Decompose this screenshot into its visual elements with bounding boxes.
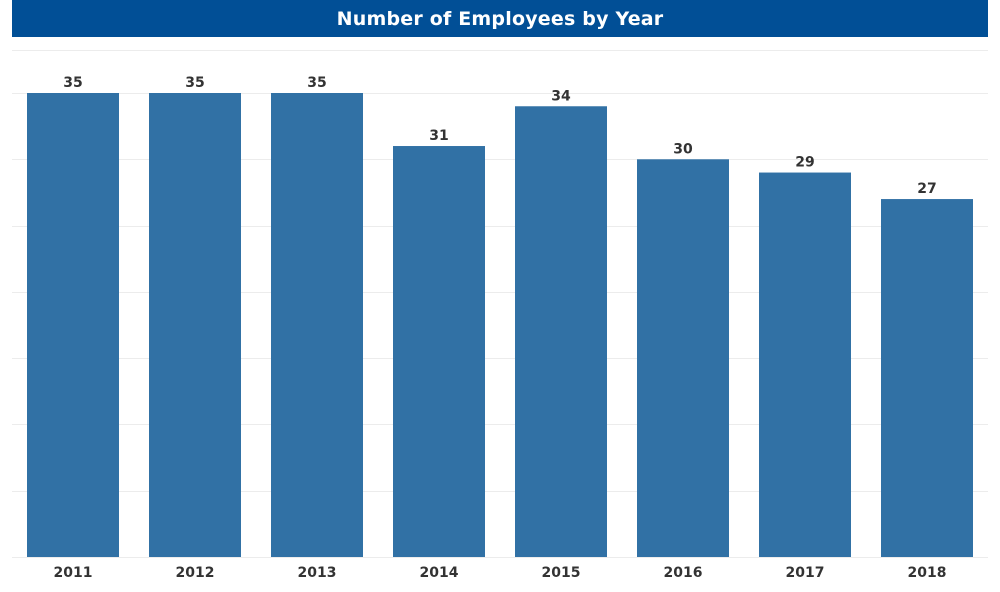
category-label-2017: 2017 — [786, 565, 825, 581]
category-label-2013: 2013 — [298, 565, 337, 581]
category-label-2014: 2014 — [420, 565, 459, 581]
bar-2014[interactable] — [393, 146, 485, 557]
chart-title-bar: Number of Employees by Year — [12, 0, 988, 37]
bars — [27, 93, 973, 558]
category-label-2011: 2011 — [54, 565, 93, 581]
data-label-2017: 29 — [795, 155, 814, 171]
category-label-2016: 2016 — [664, 565, 703, 581]
data-label-2014: 31 — [429, 128, 448, 144]
data-label-2012: 35 — [185, 75, 204, 91]
data-label-2013: 35 — [307, 75, 326, 91]
bar-2012[interactable] — [149, 93, 241, 557]
bar-2011[interactable] — [27, 93, 119, 557]
data-labels: 35 35 35 31 34 30 29 27 — [63, 75, 936, 197]
category-labels: 2011 2012 2013 2014 2015 2016 2017 2018 — [54, 565, 947, 581]
category-label-2018: 2018 — [908, 565, 947, 581]
data-label-2018: 27 — [917, 181, 936, 197]
bar-2013[interactable] — [271, 93, 363, 557]
data-label-2011: 35 — [63, 75, 82, 91]
chart-title: Number of Employees by Year — [336, 7, 664, 30]
data-label-2016: 30 — [673, 141, 693, 157]
bar-2017[interactable] — [759, 172, 851, 558]
data-label-2015: 34 — [551, 88, 571, 104]
bar-2018[interactable] — [881, 199, 973, 558]
category-label-2012: 2012 — [176, 565, 215, 581]
bar-2015[interactable] — [515, 106, 607, 557]
bar-2016[interactable] — [637, 159, 729, 558]
category-label-2015: 2015 — [542, 565, 581, 581]
